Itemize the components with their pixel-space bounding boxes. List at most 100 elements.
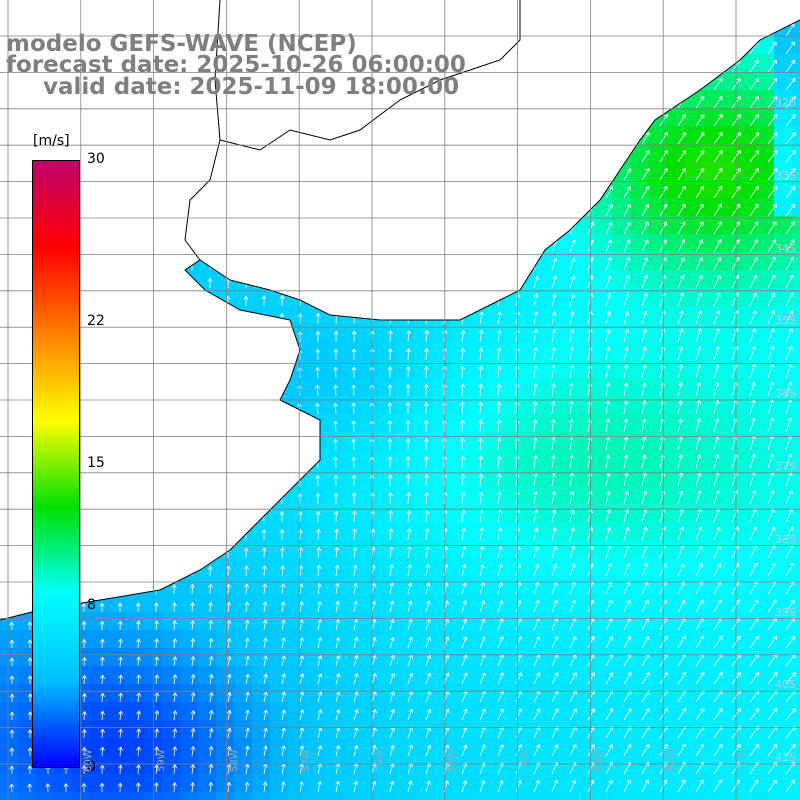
wind-arrow [695,599,704,613]
wind-cell [666,126,684,144]
wind-cell [792,144,800,162]
wind-cell [738,792,756,800]
wind-arrow [767,203,777,217]
wind-arrow [317,691,323,703]
wind-arrow [641,292,648,307]
wind-arrow [81,693,87,703]
wind-arrow [190,656,196,667]
wind-arrow [605,185,613,199]
wind-arrow [641,708,650,721]
wind-arrow [388,492,393,505]
wind-cell [630,324,648,342]
wind-cell [738,306,756,324]
wind-cell [270,576,288,594]
wind-cell [594,522,612,540]
wind-arrow [353,655,359,667]
wind-arrow [244,601,250,613]
wind-cell [594,648,612,666]
wind-cell [684,396,702,414]
wind-cell [756,522,774,540]
wind-arrow [425,708,432,721]
wind-cell [342,378,360,396]
wind-arrow [551,779,558,793]
wind-cell [648,630,666,648]
wind-arrow [226,763,232,775]
wind-arrow [605,418,611,433]
wind-cell [90,738,108,756]
wind-cell [450,666,468,684]
longitude-label: 52W [665,749,677,772]
wind-cell [270,738,288,756]
wind-cell [576,756,594,774]
wind-cell [738,90,756,108]
wind-cell [792,198,800,216]
wind-arrow [27,765,33,775]
wind-arrow [261,295,267,307]
wind-cell [666,342,684,360]
wind-cell [612,792,630,800]
wind-cell [0,702,18,720]
wind-cell [180,720,198,738]
wind-cell [756,612,774,630]
wind-cell [774,270,792,288]
wind-cell [324,594,342,612]
wind-cell [90,684,108,702]
wind-cell [468,504,486,522]
wind-cell [792,396,800,414]
wind-arrow [569,779,577,793]
wind-arrow [280,583,286,595]
wind-arrow [695,150,705,163]
wind-arrow [479,311,484,325]
wind-cell [684,432,702,450]
wind-cell [18,630,36,648]
wind-cell [108,738,126,756]
wind-cell [756,198,774,216]
wind-arrow [478,437,484,451]
wind-cell [558,468,576,486]
wind-arrow [352,528,358,541]
wind-cell [558,486,576,504]
wind-cell [612,486,630,504]
wind-arrow [425,564,431,577]
wind-cell [342,594,360,612]
wind-cell [792,180,800,198]
wind-arrow [351,366,357,379]
wind-cell [612,198,630,216]
wind-cell [216,756,234,774]
wind-arrow [208,781,214,793]
wind-cell [738,216,756,234]
wind-cell [486,306,504,324]
wind-cell [792,126,800,144]
wind-arrow [677,292,685,307]
wind-cell [720,144,738,162]
wind-arrow [389,654,395,667]
wind-arrow [767,381,774,397]
wind-cell [288,594,306,612]
wind-arrow [569,599,577,613]
wind-arrow [335,691,341,703]
wind-arrow [460,437,465,451]
wind-cell [612,450,630,468]
wind-arrow [532,401,538,415]
wind-cell [234,666,252,684]
wind-arrow [351,510,357,523]
wind-arrow [767,599,777,613]
wind-arrow [713,95,723,109]
wind-arrow [713,779,722,793]
wind-cell [612,306,630,324]
wind-cell [252,594,270,612]
wind-arrow [785,635,796,649]
wind-cell [630,360,648,378]
wind-cell [504,666,522,684]
wind-arrow [81,783,87,792]
wind-cell [648,684,666,702]
wind-cell [360,414,378,432]
wind-cell [468,486,486,504]
wind-arrow [623,599,631,613]
wind-cell [270,558,288,576]
wind-arrow [226,637,232,649]
wind-arrow [767,779,777,793]
wind-cell [486,432,504,450]
wind-cell [702,666,720,684]
wind-arrow [389,708,395,721]
